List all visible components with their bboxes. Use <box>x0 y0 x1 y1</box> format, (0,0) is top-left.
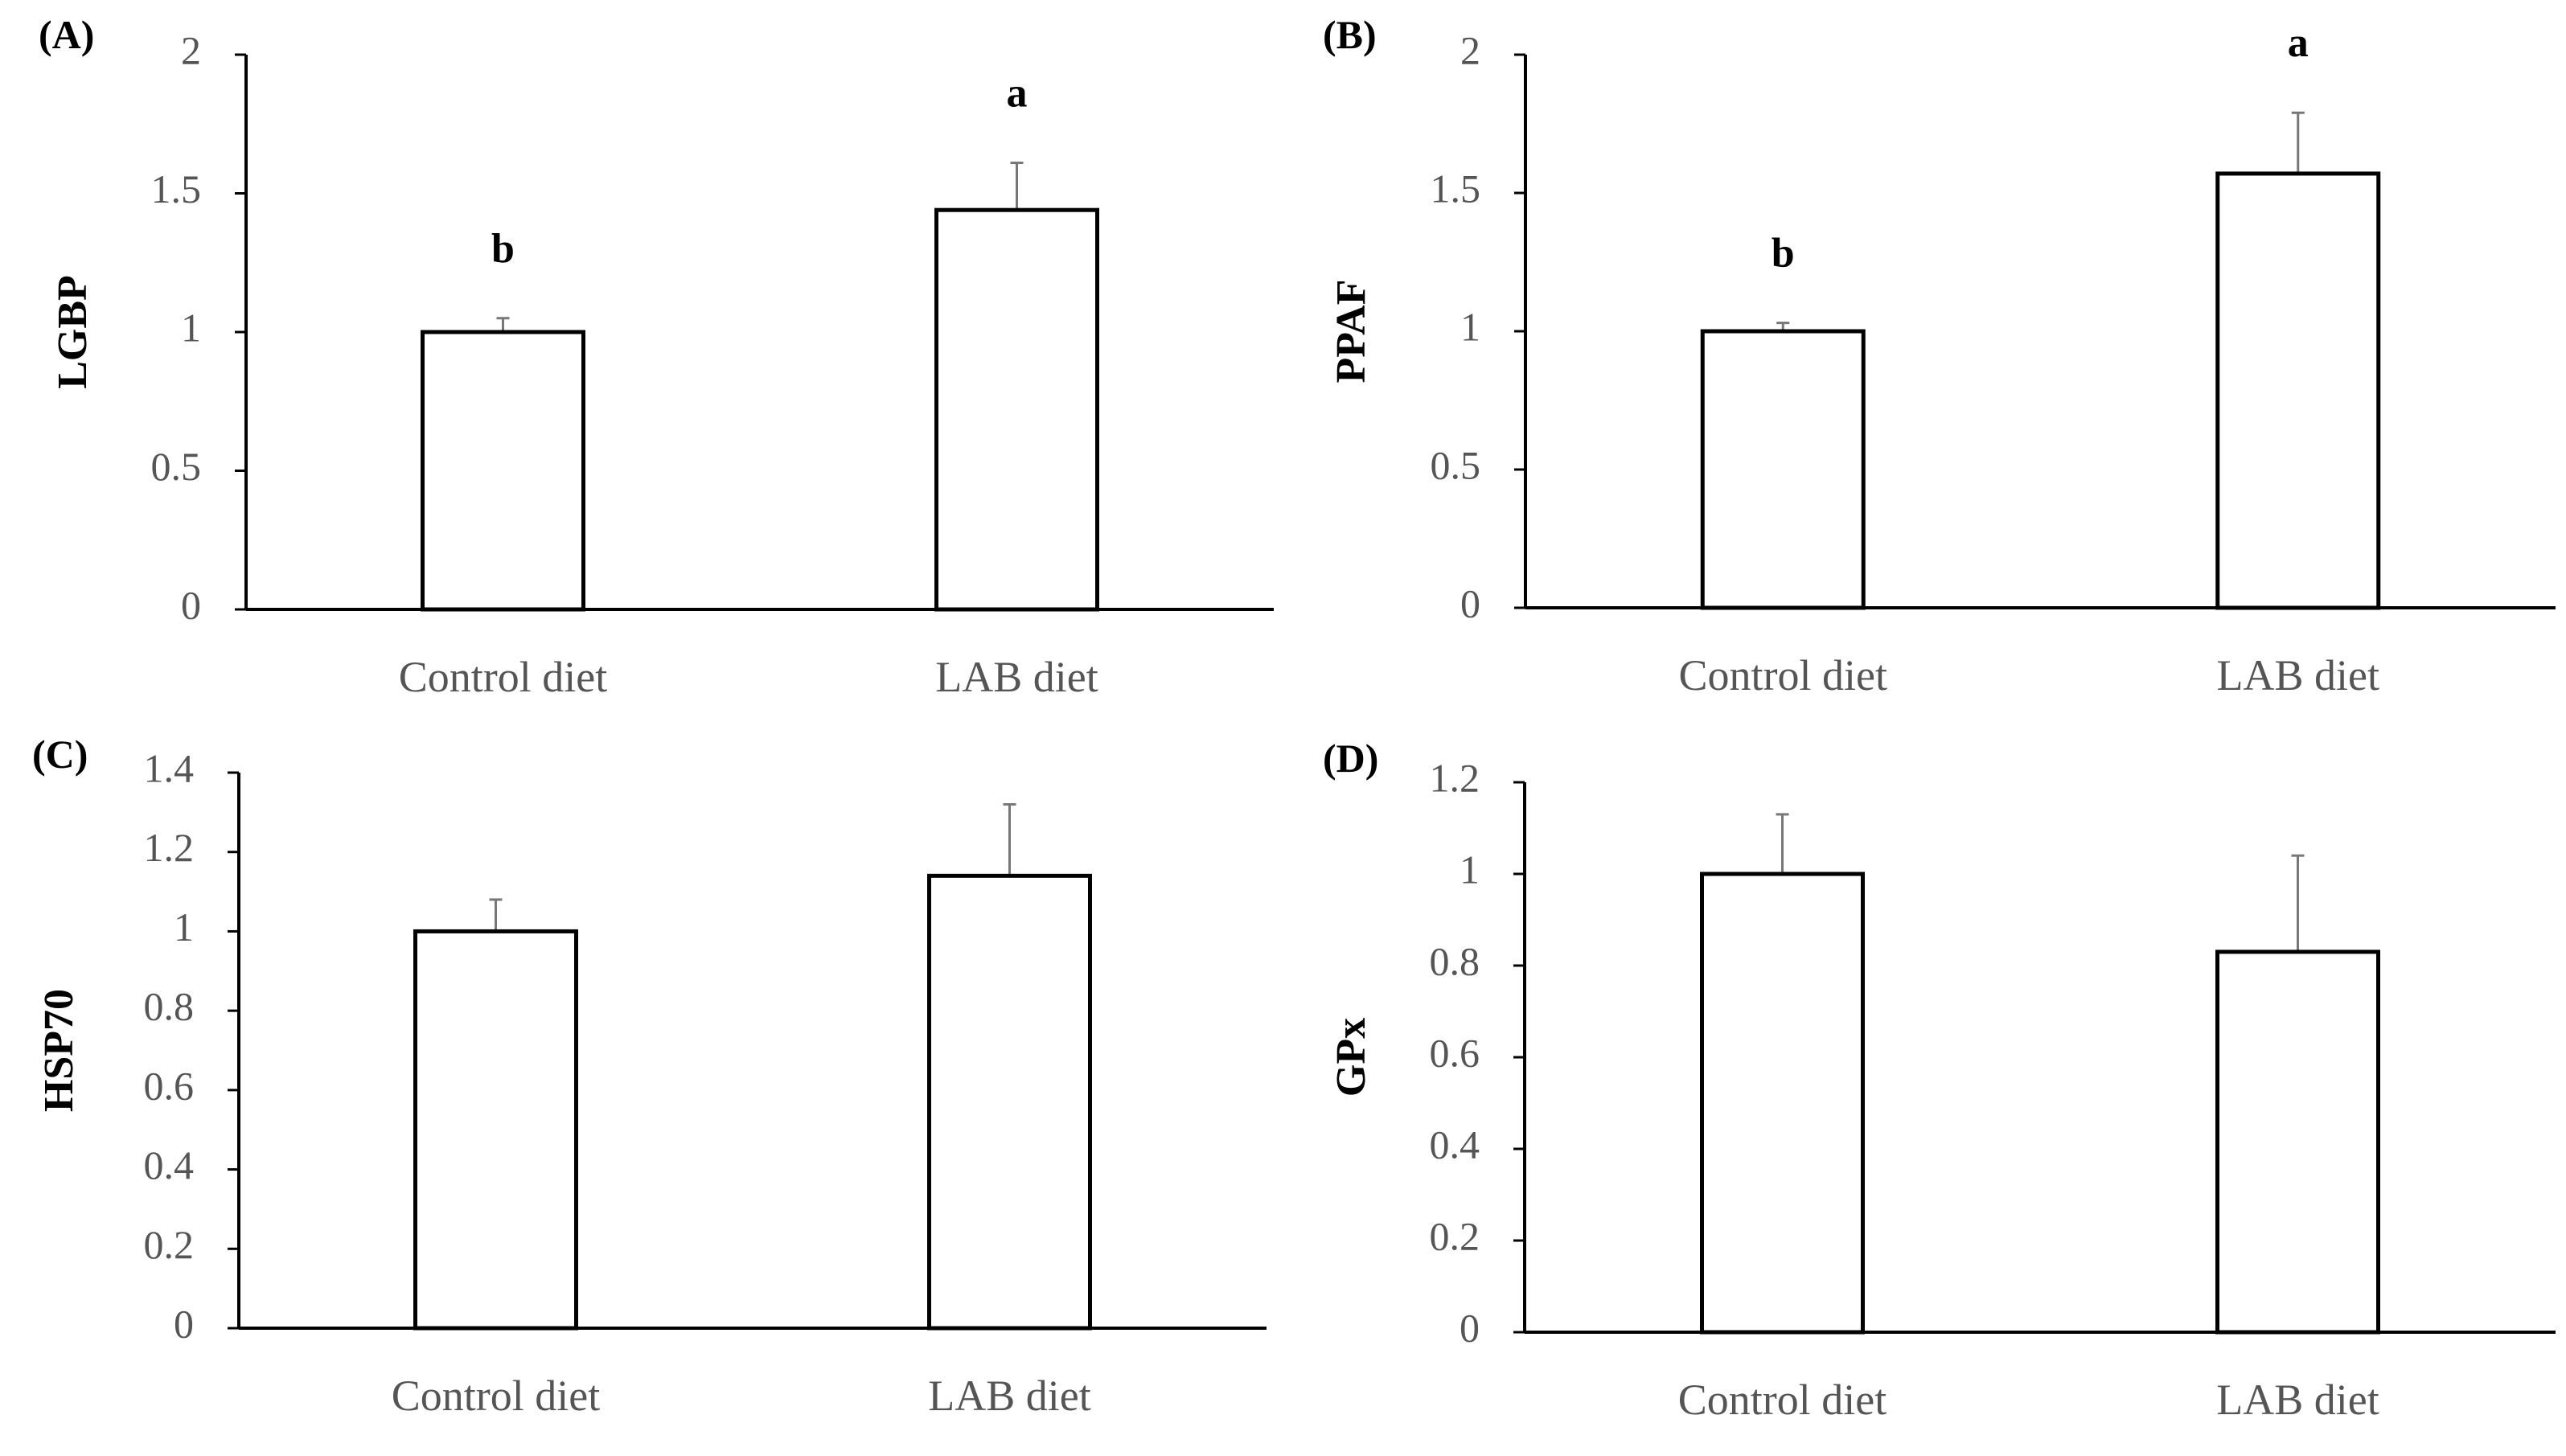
y-tick-label: 2 <box>1460 27 1480 72</box>
y-tick-label: 0.8 <box>144 984 195 1029</box>
significance-letter: b <box>491 226 515 272</box>
y-tick-label: 0 <box>181 582 201 627</box>
y-tick-label: 1 <box>1460 304 1480 349</box>
y-tick-label: 1.5 <box>151 166 202 211</box>
y-axis-label: PPAF <box>1328 280 1374 383</box>
y-tick-label: 0.8 <box>1430 938 1480 983</box>
y-tick-label: 0 <box>1460 580 1480 625</box>
y-tick-label: 0.5 <box>1431 442 1481 487</box>
x-tick-label: Control diet <box>399 653 607 701</box>
bar <box>927 873 1092 1331</box>
x-tick-label: LAB diet <box>2216 1376 2379 1424</box>
x-tick-label: Control diet <box>1679 651 1887 699</box>
y-tick-label: 0.6 <box>144 1063 195 1108</box>
panel-label: (D) <box>1323 736 1378 781</box>
y-tick-label: 2 <box>181 27 201 72</box>
y-axis-label: HSP70 <box>36 989 82 1112</box>
y-tick-label: 1.5 <box>1431 166 1481 211</box>
x-tick-label: Control diet <box>1678 1376 1887 1424</box>
y-tick-label: 0.6 <box>1430 1030 1480 1075</box>
significance-letter: b <box>1772 231 1795 277</box>
bar <box>1700 329 1866 610</box>
y-tick-label: 0.5 <box>151 444 202 489</box>
y-tick-label: 1 <box>174 904 194 949</box>
y-tick-label: 0.4 <box>1430 1122 1480 1167</box>
bar <box>413 929 578 1331</box>
y-tick-label: 0 <box>1460 1305 1480 1350</box>
x-tick-label: LAB diet <box>935 653 1098 701</box>
bar <box>1700 872 1865 1335</box>
x-tick-label: LAB diet <box>2217 651 2379 699</box>
y-tick-label: 0.2 <box>1430 1213 1480 1258</box>
y-tick-label: 0.2 <box>144 1222 195 1267</box>
y-axis-label: LGBP <box>50 275 96 389</box>
y-tick-label: 1.4 <box>144 745 195 790</box>
significance-letter: a <box>2288 20 2309 66</box>
y-tick-label: 1.2 <box>1430 755 1480 800</box>
significance-letter: a <box>1007 71 1028 117</box>
y-axis-label: GPx <box>1328 1018 1374 1097</box>
y-tick-label: 0.4 <box>144 1142 195 1187</box>
bar <box>2215 949 2380 1335</box>
y-tick-label: 0 <box>174 1301 194 1346</box>
x-tick-label: LAB diet <box>928 1372 1090 1420</box>
x-tick-label: Control diet <box>392 1372 600 1420</box>
y-tick-label: 1 <box>1460 847 1480 892</box>
panel-label: (C) <box>32 732 88 777</box>
bar <box>934 207 1099 612</box>
panel-label: (A) <box>39 12 94 57</box>
bar <box>2215 171 2381 610</box>
bar <box>421 330 585 612</box>
panel-label: (B) <box>1323 12 1377 57</box>
y-tick-label: 1 <box>181 305 201 350</box>
y-tick-label: 1.2 <box>144 825 195 870</box>
